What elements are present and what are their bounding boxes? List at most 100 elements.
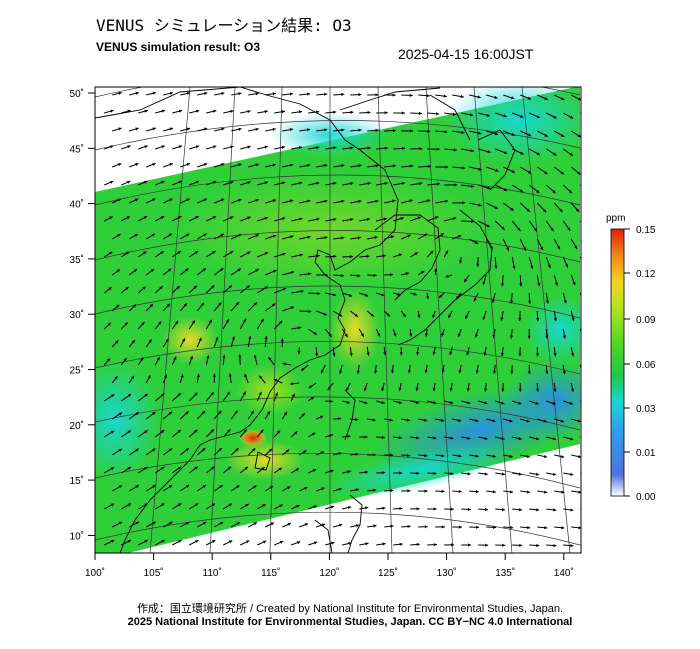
wind-arrow-head bbox=[151, 233, 155, 237]
wind-arrow-head bbox=[399, 506, 403, 511]
wind-arrow-head bbox=[568, 189, 573, 194]
wind-arrow-head bbox=[511, 169, 515, 173]
wind-arrow-head bbox=[562, 370, 566, 375]
wind-arrow-head bbox=[492, 370, 497, 374]
wind-arrow bbox=[580, 400, 581, 402]
wind-arrow-head bbox=[273, 378, 278, 382]
wind-arrow-head bbox=[316, 146, 320, 150]
wind-arrow-head bbox=[281, 110, 285, 114]
wind-arrow-head bbox=[144, 145, 148, 149]
wind-arrow-head bbox=[409, 199, 413, 203]
wind-arrow-head bbox=[358, 93, 362, 97]
wind-arrow-head bbox=[357, 274, 361, 278]
wind-arrow-head bbox=[462, 201, 466, 205]
wind-arrow-head bbox=[290, 235, 294, 239]
wind-arrow-head bbox=[165, 338, 169, 343]
wind-arrow-head bbox=[267, 411, 271, 415]
wind-arrow-head bbox=[577, 171, 581, 175]
wind-arrow-head bbox=[127, 430, 131, 434]
colorbar-tick-label: 0.09 bbox=[636, 315, 656, 326]
wind-arrow-head bbox=[158, 321, 162, 325]
wind-arrow bbox=[588, 131, 597, 137]
wind-arrow-head bbox=[526, 208, 530, 212]
wind-arrow-head bbox=[212, 251, 216, 255]
wind-arrow-head bbox=[487, 150, 491, 154]
wind-arrow-head bbox=[141, 321, 145, 326]
wind-arrow-head bbox=[518, 472, 522, 476]
wind-arrow bbox=[579, 112, 581, 115]
wind-arrow-head bbox=[127, 145, 131, 149]
wind-arrow-head bbox=[520, 151, 524, 155]
ozone-zone-cyan bbox=[95, 360, 160, 480]
wind-arrow-head bbox=[333, 146, 337, 150]
wind-arrow-head bbox=[501, 226, 505, 230]
longitude-tick-label: 105˚ bbox=[144, 567, 164, 579]
wind-arrow-head bbox=[140, 357, 144, 361]
wind-arrow-head bbox=[221, 91, 225, 96]
wind-arrow-head bbox=[542, 209, 547, 213]
wind-arrow-head bbox=[296, 504, 300, 508]
wind-arrow-head bbox=[452, 217, 457, 221]
wind-arrow-head bbox=[533, 228, 537, 232]
wind-arrow-head bbox=[389, 273, 393, 277]
wind-arrow-head bbox=[203, 127, 208, 131]
colorbar-tick-label: 0.15 bbox=[636, 225, 656, 236]
wind-arrow-head bbox=[567, 227, 571, 231]
wind-arrow-head bbox=[312, 469, 317, 473]
wind-arrow-head bbox=[320, 451, 324, 455]
wind-arrow-head bbox=[161, 180, 165, 184]
wind-arrow-head bbox=[545, 300, 550, 304]
wind-arrow-head bbox=[200, 302, 205, 307]
wind-arrow-head bbox=[195, 180, 200, 184]
wind-arrow-head bbox=[346, 400, 350, 404]
wind-arrow-head bbox=[399, 542, 403, 546]
wind-arrow-head bbox=[432, 387, 436, 392]
wind-arrow-head bbox=[478, 131, 482, 135]
wind-arrow-head bbox=[161, 145, 165, 149]
wind-arrow-head bbox=[289, 92, 293, 96]
wind-arrow-head bbox=[375, 164, 379, 168]
wind-arrow-head bbox=[144, 393, 148, 397]
wind-arrow-head bbox=[512, 265, 516, 270]
wind-arrow-head bbox=[333, 217, 337, 222]
wind-arrow-head bbox=[391, 370, 395, 374]
wind-arrow-head bbox=[238, 354, 242, 358]
wind-arrow-head bbox=[282, 287, 287, 291]
wind-arrow-head bbox=[127, 467, 131, 471]
wind-arrow-head bbox=[291, 393, 295, 398]
wind-arrow-head bbox=[374, 370, 378, 374]
wind-arrow-head bbox=[535, 472, 540, 476]
wind-arrow-head bbox=[211, 503, 216, 507]
wind-arrow-head bbox=[400, 217, 404, 221]
wind-arrow-head bbox=[383, 217, 387, 221]
wind-arrow-head bbox=[552, 401, 556, 405]
wind-arrow-head bbox=[244, 373, 248, 378]
wind-arrow-head bbox=[321, 369, 324, 374]
wind-arrow-head bbox=[300, 289, 304, 294]
wind-arrow bbox=[588, 311, 591, 321]
wind-arrow-head bbox=[132, 304, 137, 308]
wind-arrow-head bbox=[281, 217, 286, 221]
wind-arrow-head bbox=[313, 505, 317, 509]
wind-arrow-head bbox=[245, 503, 249, 507]
wind-arrow-head bbox=[459, 260, 463, 264]
wind-arrow-head bbox=[595, 526, 598, 529]
wind-arrow-head bbox=[594, 171, 597, 174]
wind-arrow-head bbox=[182, 338, 185, 342]
wind-arrow-head bbox=[595, 455, 598, 458]
wind-arrow-head bbox=[238, 234, 242, 237]
wind-arrow-head bbox=[166, 303, 170, 307]
wind-arrow-head bbox=[261, 467, 265, 471]
wind-arrow-head bbox=[416, 351, 420, 355]
wind-arrow-head bbox=[474, 334, 478, 338]
ozone-zone-blue bbox=[505, 360, 581, 440]
wind-arrow-head bbox=[307, 199, 311, 203]
longitude-tick-label: 140˚ bbox=[554, 567, 574, 579]
wind-arrow-head bbox=[126, 216, 130, 220]
wind-arrow-head bbox=[295, 468, 299, 472]
wind-arrow-head bbox=[264, 286, 268, 290]
wind-arrow-head bbox=[527, 96, 532, 100]
wind-arrow-head bbox=[290, 306, 295, 310]
wind-arrow-head bbox=[219, 485, 223, 489]
wind-arrow-head bbox=[109, 216, 113, 220]
